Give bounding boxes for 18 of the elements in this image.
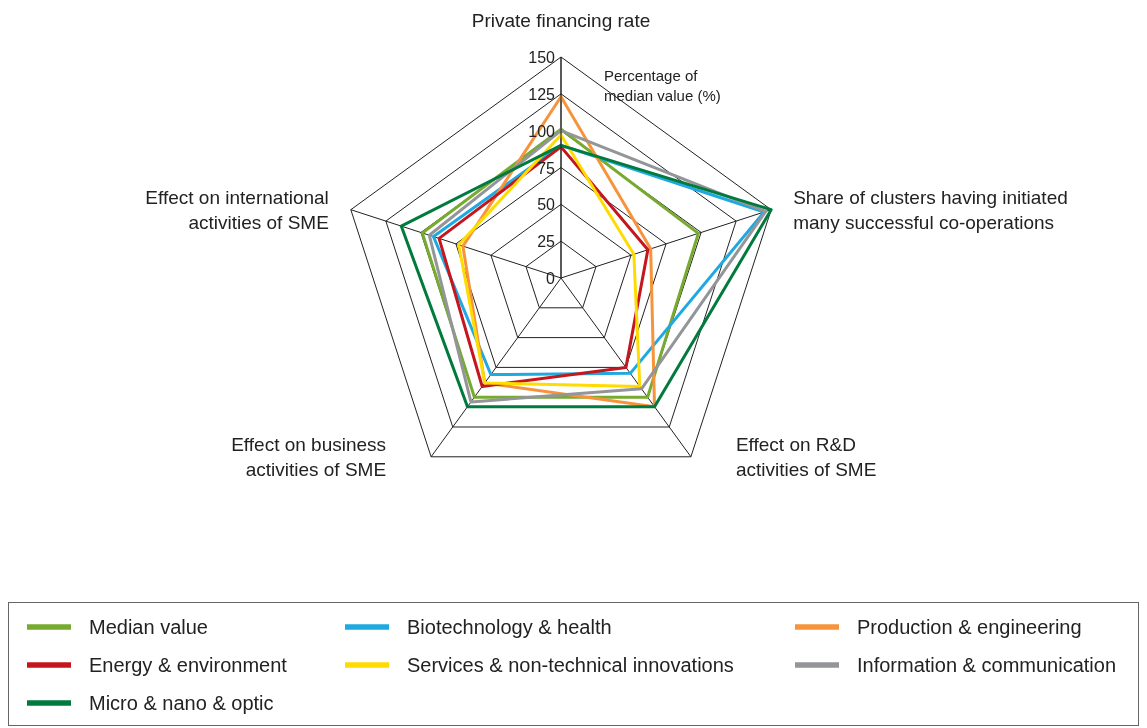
y-tick-label: 50	[537, 196, 556, 214]
legend-label: Micro & nano & optic	[89, 691, 274, 715]
y-tick-label: 75	[537, 159, 556, 177]
y-tick-label: 150	[528, 49, 556, 66]
spoke-label: Private financing rate	[471, 10, 651, 31]
legend-label: Biotechnology & health	[407, 615, 612, 639]
y-tick-label: 0	[546, 270, 556, 287]
legend-label: Information & communication	[857, 653, 1117, 677]
y-tick-label: 125	[528, 85, 556, 103]
y-tick-label: 25	[537, 233, 556, 251]
spoke-label: Effect on R&D activities of SME	[735, 434, 877, 481]
legend-label: Median value	[89, 615, 208, 639]
legend-label: Energy & environment	[89, 653, 287, 677]
legend-label: Services & non-technical innovations	[407, 653, 734, 677]
spoke-label: Effect on business activities of SME	[231, 434, 387, 481]
spoke-label: Share of clusters having initiated many successful co-operations	[793, 187, 1068, 234]
legend-label: Production & engineering	[857, 615, 1082, 639]
spoke-label: Effect on international activities of SME	[145, 187, 329, 234]
